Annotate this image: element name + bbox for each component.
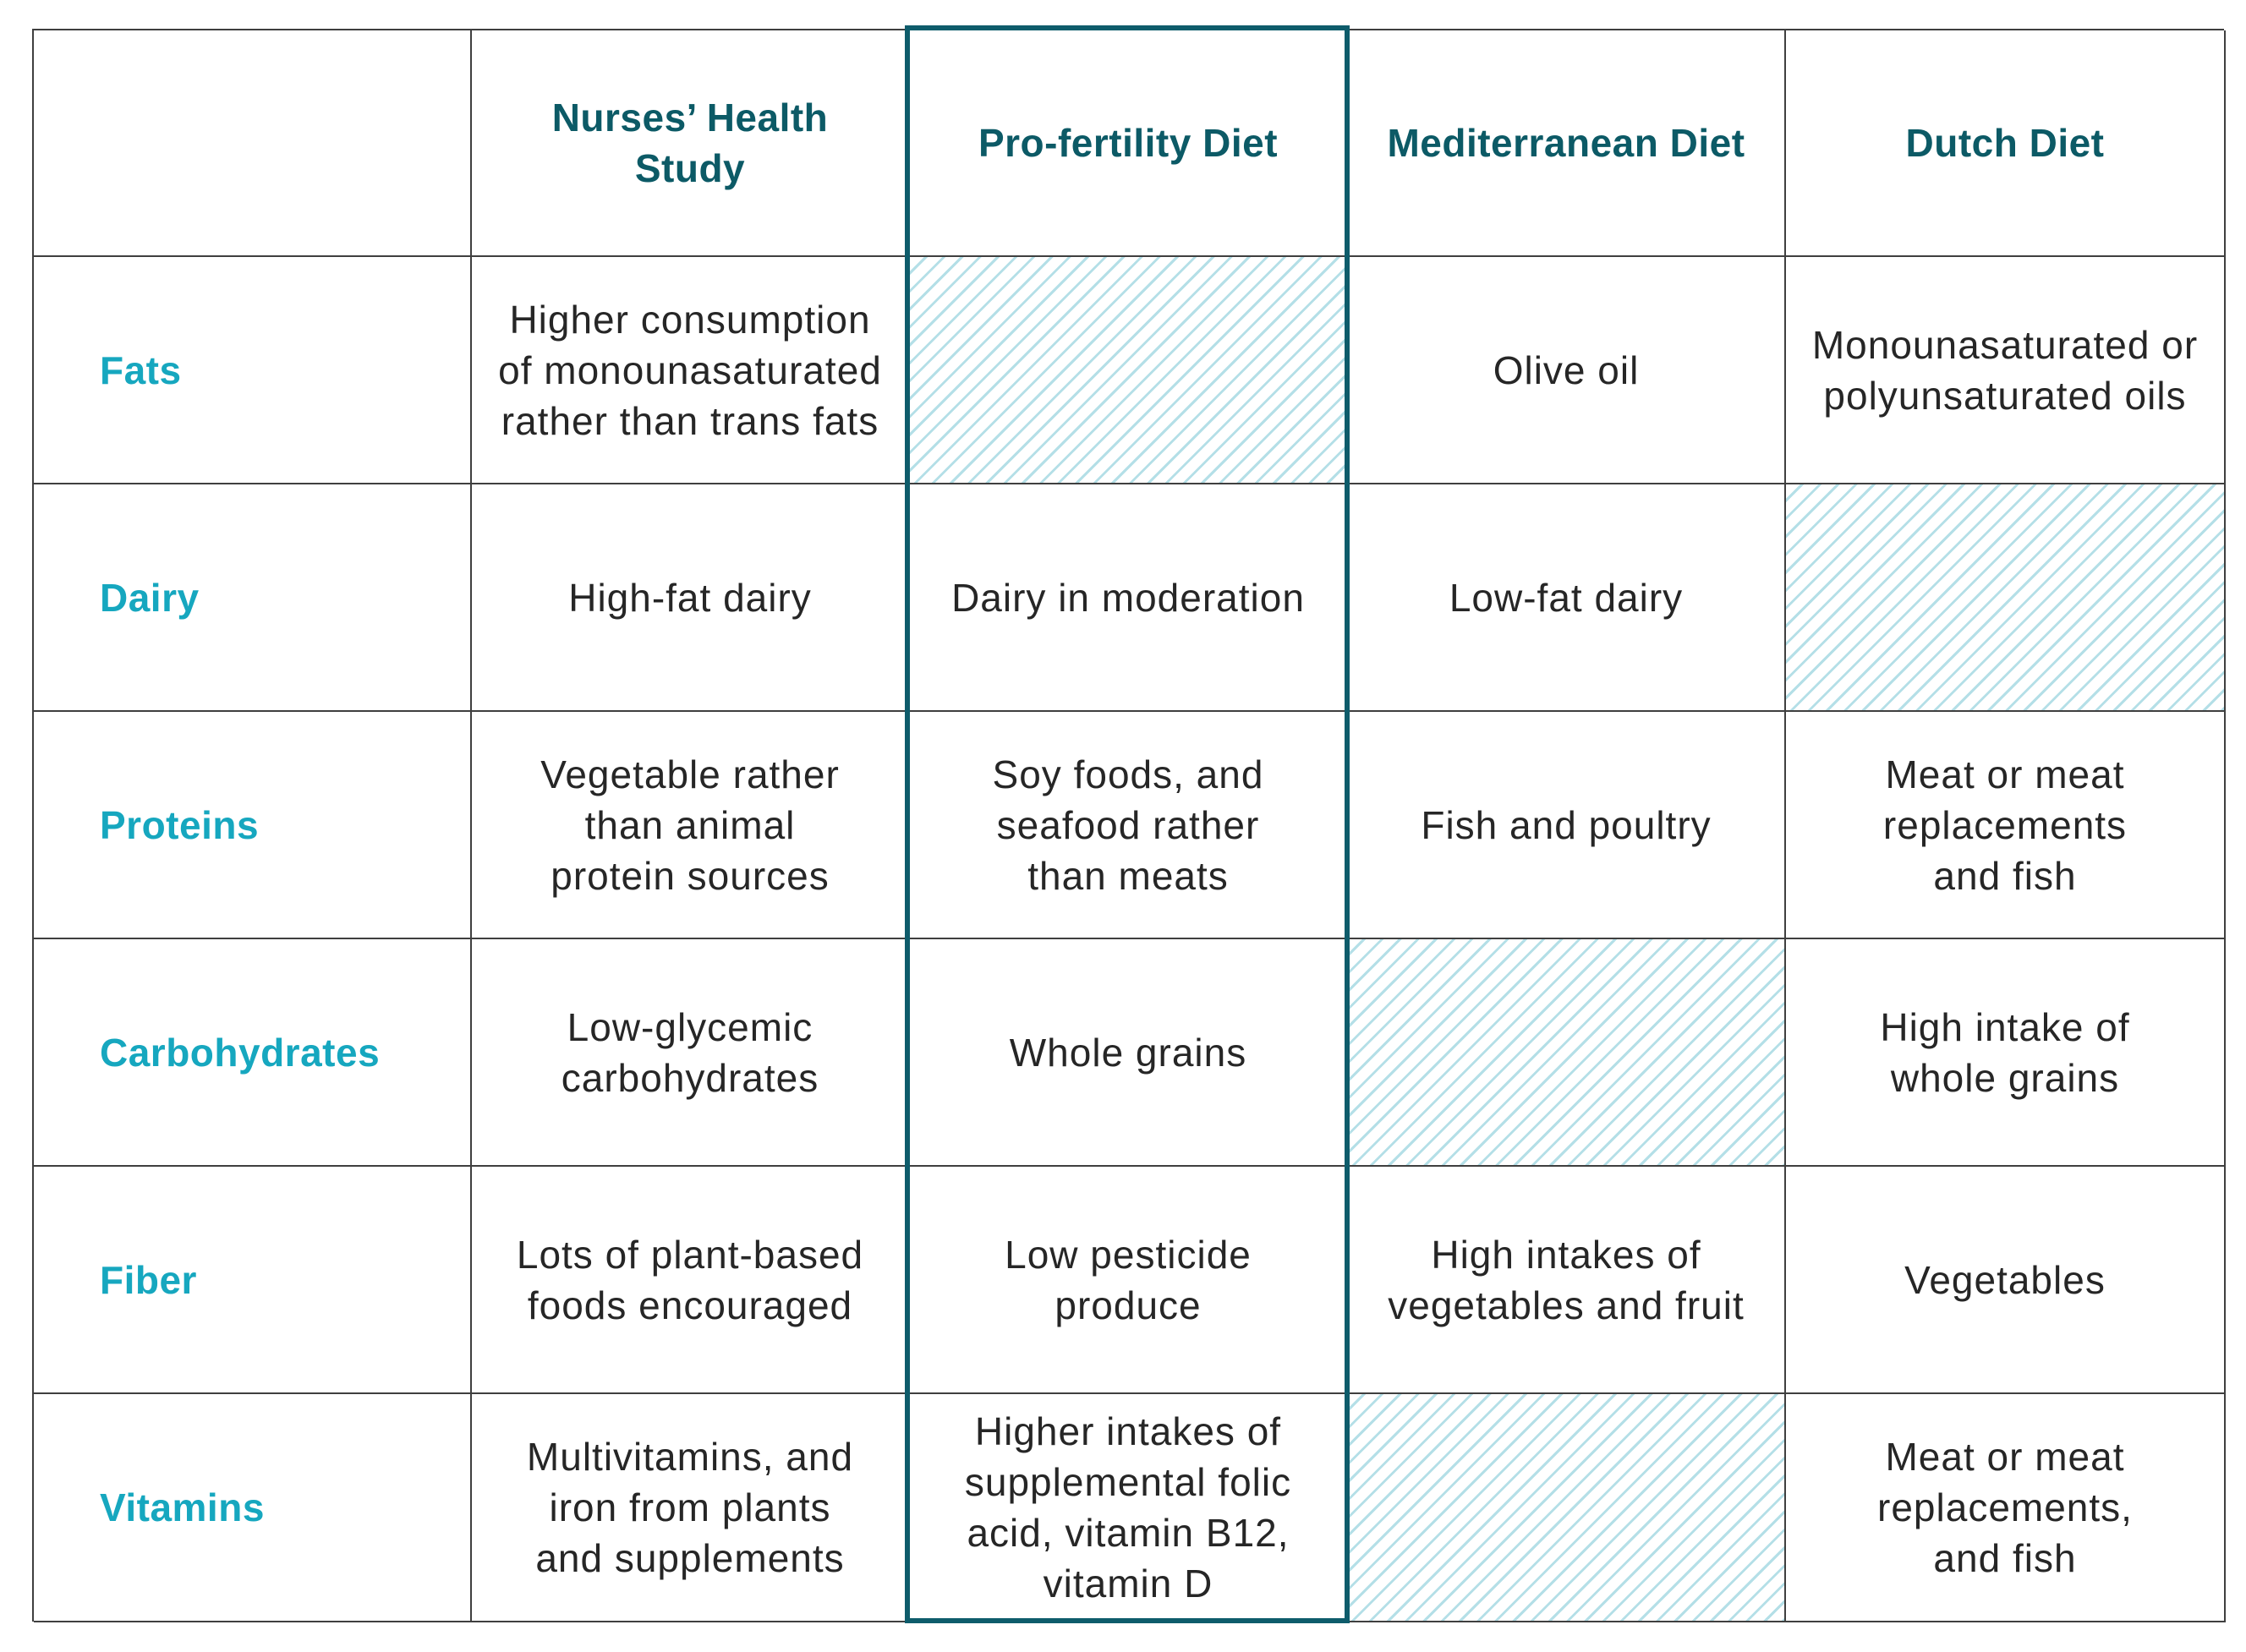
empty-hatched-cell-dairy-dutch (1786, 484, 2226, 712)
row-label-fats: Fats (34, 257, 472, 484)
row-label-dairy: Dairy (34, 484, 472, 712)
row-label-vitamins: Vitamins (34, 1394, 472, 1622)
table-cell-fiber-nurses: Lots of plant-based foods encouraged (472, 1167, 910, 1394)
table-cell-dairy-pro-fertility: Dairy in moderation (910, 484, 1348, 712)
table-cell-fiber-dutch: Vegetables (1786, 1167, 2226, 1394)
table-cell-carbohydrates-nurses: Low-glycemic carbohydrates (472, 939, 910, 1167)
table-cell-fats-mediterranean: Olive oil (1348, 257, 1786, 484)
table-cell-carbohydrates-dutch: High intake of whole grains (1786, 939, 2226, 1167)
table-cell-proteins-dutch: Meat or meat replacements and fish (1786, 712, 2226, 939)
column-header-pro-fertility-diet: Pro-fertility Diet (910, 30, 1348, 257)
table-cell-fiber-pro-fertility: Low pesticide produce (910, 1167, 1348, 1394)
table-cell-fiber-mediterranean: High intakes of vegetables and fruit (1348, 1167, 1786, 1394)
table-cell-vitamins-dutch: Meat or meat replacements, and fish (1786, 1394, 2226, 1622)
table-cell-fats-dutch: Monounasaturated or polyunsaturated oils (1786, 257, 2226, 484)
row-label-carbohydrates: Carbohydrates (34, 939, 472, 1167)
table-cell-vitamins-pro-fertility: Higher intakes of supplemental folic aci… (910, 1394, 1348, 1622)
diet-comparison-table: Nurses’ Health Study Pro-fertility Diet … (32, 29, 2226, 1622)
column-header-dutch-diet: Dutch Diet (1786, 30, 2226, 257)
empty-hatched-cell-fats-pro-fertility (910, 257, 1348, 484)
table-cell-proteins-pro-fertility: Soy foods, and seafood rather than meats (910, 712, 1348, 939)
row-label-proteins: Proteins (34, 712, 472, 939)
table-cell-fats-nurses: Higher consumption of monounasaturated r… (472, 257, 910, 484)
row-label-fiber: Fiber (34, 1167, 472, 1394)
table-cell-dairy-nurses: High-fat dairy (472, 484, 910, 712)
empty-hatched-cell-vitamins-mediterranean (1348, 1394, 1786, 1622)
column-header-mediterranean-diet: Mediterranean Diet (1348, 30, 1786, 257)
column-header-nurses-health-study: Nurses’ Health Study (472, 30, 910, 257)
table-cell-vitamins-nurses: Multivitamins, and iron from plants and … (472, 1394, 910, 1622)
table-cell-carbohydrates-pro-fertility: Whole grains (910, 939, 1348, 1167)
header-corner-cell (34, 30, 472, 257)
table-cell-proteins-mediterranean: Fish and poultry (1348, 712, 1786, 939)
table-cell-dairy-mediterranean: Low-fat dairy (1348, 484, 1786, 712)
table-cell-proteins-nurses: Vegetable rather than animal protein sou… (472, 712, 910, 939)
empty-hatched-cell-carbohydrates-mediterranean (1348, 939, 1786, 1167)
